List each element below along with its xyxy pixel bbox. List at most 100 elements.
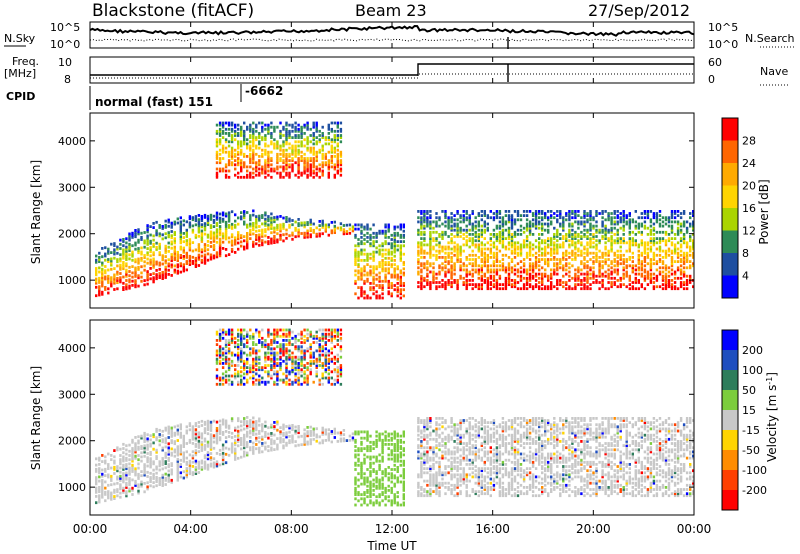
echo-cell bbox=[483, 251, 486, 255]
echo-cell bbox=[471, 283, 474, 286]
echo-cell bbox=[143, 463, 146, 466]
echo-cell bbox=[616, 260, 619, 263]
echo-cell bbox=[101, 290, 104, 294]
echo-cell bbox=[689, 274, 692, 278]
echo-cell bbox=[224, 436, 228, 439]
echo-cell bbox=[468, 245, 471, 249]
echo-cell bbox=[107, 473, 110, 477]
echo-cell bbox=[98, 467, 101, 470]
echo-cell bbox=[282, 142, 285, 146]
echo-cell bbox=[312, 427, 315, 431]
echo-cell bbox=[134, 243, 137, 247]
echo-cell bbox=[294, 229, 297, 232]
echo-cell bbox=[447, 281, 450, 284]
echo-cell bbox=[273, 125, 276, 129]
echo-cell bbox=[333, 229, 336, 232]
echo-cell bbox=[116, 245, 119, 249]
echo-cell bbox=[336, 142, 339, 146]
echo-cell bbox=[450, 285, 453, 289]
echo-cell bbox=[483, 224, 486, 228]
echo-cell bbox=[116, 469, 119, 473]
echo-cell bbox=[456, 210, 459, 213]
echo-cell bbox=[209, 433, 213, 437]
echo-cell bbox=[149, 241, 152, 245]
echo-cell bbox=[393, 271, 396, 275]
echo-cell bbox=[279, 144, 282, 148]
echo-cell bbox=[574, 285, 577, 289]
echo-cell bbox=[586, 241, 589, 245]
echo-cell bbox=[95, 267, 98, 270]
echo-cell bbox=[149, 260, 152, 264]
echo-cell bbox=[197, 247, 201, 251]
echo-cell bbox=[516, 233, 520, 236]
echo-cell bbox=[381, 279, 384, 283]
echo-cell bbox=[667, 279, 671, 282]
echo-cell bbox=[661, 287, 665, 291]
echo-cell bbox=[252, 362, 255, 365]
echo-cell bbox=[390, 275, 393, 279]
echo-cell bbox=[234, 453, 237, 457]
echo-cell bbox=[360, 236, 363, 239]
echo-cell bbox=[643, 268, 647, 272]
echo-cell bbox=[95, 281, 98, 285]
echo-cell bbox=[450, 270, 453, 274]
echo-cell bbox=[574, 279, 577, 282]
echo-cell bbox=[176, 430, 179, 434]
echo-cell bbox=[538, 258, 541, 261]
echo-cell bbox=[282, 161, 285, 165]
echo-cell bbox=[607, 264, 610, 268]
echo-cell bbox=[646, 272, 650, 276]
echo-cell bbox=[528, 243, 532, 247]
echo-cell bbox=[495, 270, 499, 274]
echo-cell bbox=[122, 442, 125, 446]
echo-cell bbox=[243, 161, 246, 165]
echo-cell bbox=[134, 456, 137, 460]
echo-cell bbox=[261, 136, 264, 139]
echo-cell bbox=[667, 239, 671, 243]
echo-cell bbox=[101, 284, 104, 288]
echo-cell bbox=[312, 150, 315, 154]
echo-cell bbox=[122, 480, 125, 484]
echo-cell bbox=[294, 161, 297, 165]
echo-cell bbox=[670, 237, 674, 240]
echo-cell bbox=[215, 222, 219, 225]
echo-cell bbox=[110, 474, 113, 478]
echo-cell bbox=[249, 440, 252, 443]
echo-cell bbox=[110, 477, 113, 480]
echo-cell bbox=[215, 138, 219, 142]
echo-cell bbox=[203, 255, 207, 259]
echo-cell bbox=[562, 264, 565, 268]
echo-cell bbox=[161, 429, 164, 433]
echo-cell bbox=[237, 163, 240, 167]
echo-cell bbox=[375, 284, 378, 287]
echo-cell bbox=[312, 169, 315, 173]
echo-cell bbox=[218, 250, 222, 253]
echo-cell bbox=[264, 230, 267, 234]
echo-cell bbox=[426, 218, 429, 222]
echo-cell bbox=[279, 148, 282, 152]
echo-cell bbox=[607, 239, 610, 243]
echo-cell bbox=[480, 285, 483, 289]
echo-cell bbox=[258, 218, 261, 222]
echo-cell bbox=[372, 277, 375, 281]
echo-cell bbox=[562, 256, 565, 259]
echo-cell bbox=[652, 285, 656, 289]
echo-cell bbox=[574, 287, 577, 291]
echo-cell bbox=[116, 258, 119, 261]
echo-cell bbox=[200, 424, 204, 427]
echo-cell bbox=[459, 249, 462, 253]
echo-cell bbox=[420, 241, 423, 245]
echo-cell bbox=[507, 220, 511, 224]
echo-cell bbox=[197, 249, 201, 253]
noise-tick-bottom-left: 10^0 bbox=[50, 38, 80, 51]
echo-cell bbox=[507, 264, 511, 268]
echo-cell bbox=[131, 465, 134, 469]
echo-cell bbox=[188, 459, 192, 463]
echo-cell bbox=[128, 245, 131, 248]
echo-cell bbox=[276, 167, 279, 171]
echo-cell bbox=[164, 226, 167, 229]
echo-cell bbox=[462, 283, 465, 286]
echo-cell bbox=[122, 455, 125, 459]
echo-cell bbox=[270, 218, 273, 222]
echo-cell bbox=[243, 372, 246, 376]
